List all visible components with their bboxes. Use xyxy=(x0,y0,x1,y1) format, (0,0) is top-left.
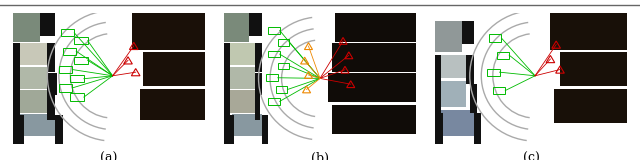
Bar xyxy=(435,84,441,112)
Bar xyxy=(487,68,500,76)
Bar xyxy=(13,13,40,42)
Bar xyxy=(262,115,268,144)
Bar xyxy=(59,84,72,92)
Bar xyxy=(47,43,55,72)
Bar xyxy=(470,84,477,112)
Bar xyxy=(61,29,74,36)
Bar xyxy=(20,114,55,136)
Bar xyxy=(554,89,627,123)
Bar xyxy=(474,112,481,144)
Bar xyxy=(328,73,416,102)
Bar xyxy=(224,115,234,144)
Bar xyxy=(13,92,20,120)
Bar xyxy=(435,21,462,52)
Bar xyxy=(493,87,506,94)
Bar xyxy=(17,43,47,65)
Bar xyxy=(232,114,262,136)
Bar xyxy=(278,63,289,69)
Bar xyxy=(268,27,280,34)
Bar xyxy=(228,43,255,65)
Bar xyxy=(47,92,55,120)
Bar xyxy=(435,55,441,84)
Bar xyxy=(489,34,502,42)
Bar xyxy=(74,57,88,64)
Bar xyxy=(439,55,466,78)
Bar xyxy=(55,115,63,144)
Bar xyxy=(268,98,280,105)
Bar xyxy=(255,92,260,120)
Bar xyxy=(63,48,76,55)
Bar xyxy=(224,13,249,42)
Text: (b): (b) xyxy=(311,152,329,160)
Bar xyxy=(266,74,278,81)
Bar xyxy=(255,43,262,72)
Bar xyxy=(47,73,57,96)
Bar xyxy=(224,67,230,96)
Bar xyxy=(13,67,20,96)
Bar xyxy=(276,86,287,93)
Bar xyxy=(249,13,262,36)
Bar xyxy=(59,66,72,73)
Bar xyxy=(74,37,88,44)
Bar xyxy=(224,67,255,89)
Bar xyxy=(143,52,205,86)
Bar xyxy=(224,43,230,72)
Bar xyxy=(228,90,255,112)
Bar xyxy=(13,67,47,89)
Bar xyxy=(560,52,627,86)
Bar xyxy=(332,105,416,133)
Bar xyxy=(335,13,416,42)
Bar xyxy=(332,43,416,72)
Bar xyxy=(224,92,230,120)
Bar xyxy=(268,51,280,57)
Bar xyxy=(13,43,20,72)
Bar xyxy=(17,90,47,112)
Bar xyxy=(550,13,627,50)
Bar xyxy=(497,52,509,59)
Bar xyxy=(40,13,55,36)
Bar xyxy=(278,39,289,46)
Bar xyxy=(462,21,474,44)
Bar xyxy=(255,73,262,96)
Bar xyxy=(435,81,466,107)
Bar xyxy=(466,55,474,84)
Bar xyxy=(435,112,443,144)
Bar xyxy=(13,115,24,144)
Bar xyxy=(132,13,205,50)
Bar xyxy=(70,75,84,82)
Bar xyxy=(140,89,205,120)
Text: (a): (a) xyxy=(100,152,118,160)
Bar xyxy=(70,93,84,101)
Bar xyxy=(439,110,474,136)
Text: (c): (c) xyxy=(523,152,540,160)
